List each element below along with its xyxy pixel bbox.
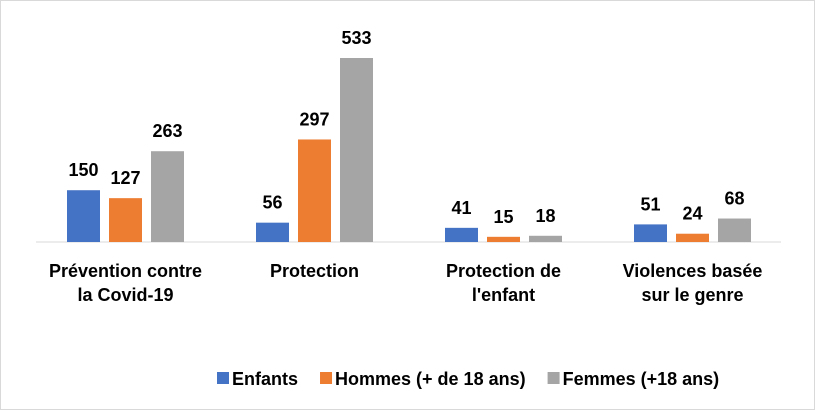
legend-label: Femmes (+18 ans) <box>563 369 720 389</box>
x-tick-label: Protection de l'enfant <box>445 261 561 305</box>
value-label: 18 <box>535 206 555 226</box>
value-label: 533 <box>341 28 371 48</box>
value-label: 68 <box>724 189 744 209</box>
bar <box>676 233 709 242</box>
bar <box>634 224 667 242</box>
bar <box>298 139 331 242</box>
bar <box>718 218 751 242</box>
value-label: 51 <box>640 194 660 214</box>
x-tick-label: Protection <box>269 261 359 281</box>
bar <box>487 236 520 242</box>
value-label: 24 <box>682 204 702 224</box>
value-label: 263 <box>152 121 182 141</box>
legend-swatch <box>217 372 229 384</box>
bar <box>445 227 478 242</box>
value-label: 297 <box>299 109 329 129</box>
legend-label: Hommes (+ de 18 ans) <box>335 369 526 389</box>
x-tick-label: Violences basée sur le genre <box>622 261 763 305</box>
bar <box>67 190 100 242</box>
value-label: 127 <box>110 168 140 188</box>
bar <box>529 235 562 242</box>
value-label: 15 <box>493 207 513 227</box>
bar <box>109 198 142 242</box>
bar <box>256 222 289 242</box>
x-tick-label: Prévention contre la Covid-19 <box>48 261 203 305</box>
bar <box>151 151 184 242</box>
bar <box>340 58 373 242</box>
legend-swatch <box>547 372 560 384</box>
value-label: 41 <box>451 198 471 218</box>
legend-swatch <box>320 372 333 384</box>
value-label: 150 <box>68 160 98 180</box>
legend-label: Enfants <box>232 369 298 389</box>
value-label: 56 <box>262 193 282 213</box>
